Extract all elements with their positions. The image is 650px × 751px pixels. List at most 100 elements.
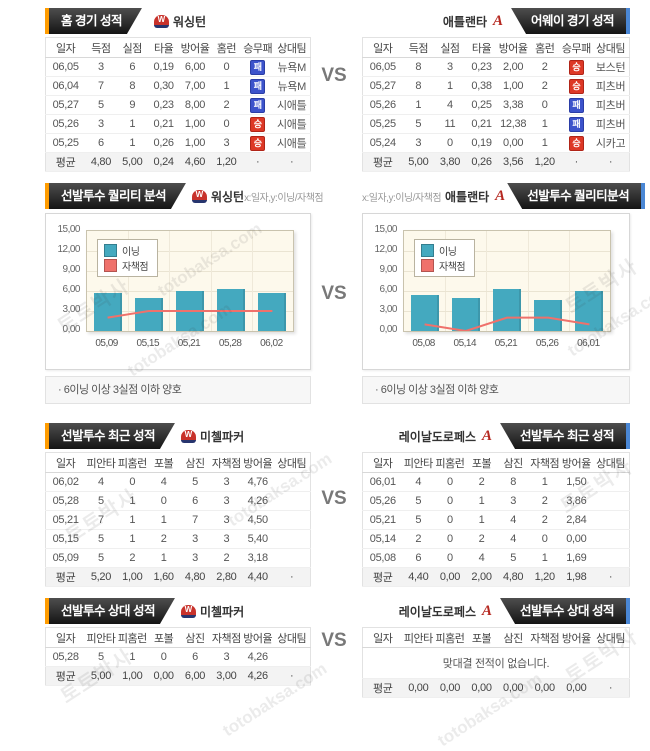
table-cell: 5,40	[242, 529, 274, 549]
table-cell: 8	[116, 76, 148, 96]
table-cell: 2,80	[210, 567, 243, 587]
table-header-cell: 승무패	[242, 37, 274, 58]
vs-label: VS	[321, 283, 347, 304]
vs-label: VS	[321, 488, 347, 509]
table-header-cell: 득점	[402, 37, 435, 58]
table-cell: 0,19	[147, 57, 180, 77]
table-cell: 1,50	[560, 472, 593, 492]
legend-item: 이닝	[421, 243, 465, 258]
away-record-panel: 애틀랜타 A 어웨이 경기 성적 일자 득점 실점 타율 방어율 홈런 승무패 상대팀 06,0…	[362, 8, 630, 172]
table-header-cell: 피안타	[402, 627, 435, 648]
table-header-cell: 일자	[362, 37, 403, 58]
table-cell: 1,98	[560, 567, 593, 587]
table-cell: 패	[242, 57, 274, 77]
table-cell: 4,40	[402, 567, 435, 587]
innings-bar	[93, 293, 122, 331]
table-cell: 0	[116, 472, 148, 492]
table-cell: 3	[210, 491, 243, 511]
y-axis-label: 3,00	[379, 304, 398, 315]
table-cell: 05,21	[45, 510, 86, 530]
table-header-cell: 피홈런	[434, 627, 466, 648]
table-cell: 시애틀	[273, 95, 311, 115]
table-cell: 2	[528, 57, 561, 77]
earned-runs-line	[424, 316, 590, 331]
table-cell	[592, 472, 630, 492]
table-cell: 4,60	[179, 152, 211, 172]
table-header-cell: 피안타	[402, 452, 435, 473]
table-cell: 3	[210, 510, 243, 530]
table-cell: 1	[402, 95, 435, 115]
table-cell: 0	[528, 529, 561, 549]
lose-badge: 패	[568, 97, 584, 113]
stats-table: 일자 피안타 피홈런 포볼 삼진 자책점 방어율 상대팀 06,01 4 0 2 8 1 1,50 05,26…	[362, 452, 630, 587]
table-cell: 05,08	[362, 548, 403, 568]
recent-right-table: 일자 피안타 피홈런 포볼 삼진 자책점 방어율 상대팀 06,01 4 0 2 8 1 1,50 05,26…	[362, 452, 630, 587]
gridline	[169, 231, 171, 331]
table-cell: 0,26	[465, 152, 498, 172]
table-header-cell: 일자	[45, 37, 86, 58]
table-cell: 3,80	[434, 152, 466, 172]
table-cell: 피츠버	[592, 95, 630, 115]
table-header-cell: 피홈런	[116, 627, 148, 648]
table-cell: 1,00	[116, 567, 148, 587]
table-cell: ·	[592, 152, 630, 172]
table-cell: 7	[179, 510, 211, 530]
gridline	[251, 231, 253, 331]
average-row: 평균 4,40 0,00 2,00 4,80 1,20 1,98 ·	[362, 567, 630, 587]
section-title: 선발투수 상대 성적	[500, 598, 630, 624]
table-header-cell: 득점	[85, 37, 117, 58]
table-cell: 1	[528, 548, 561, 568]
table-cell: 승	[242, 114, 274, 134]
table-cell: 3,56	[497, 152, 529, 172]
table-cell: 0,30	[147, 76, 180, 96]
table-cell: 1,20	[528, 152, 561, 172]
player-name: 레이날도로페스	[398, 429, 477, 444]
team-name: 워싱턴	[172, 14, 207, 29]
table-cell: 3	[85, 114, 117, 134]
table-cell: 7,00	[179, 76, 211, 96]
table-cell: 1,69	[560, 548, 593, 568]
player-name: 레이날도로페스	[398, 604, 477, 619]
table-cell: 0,00	[147, 666, 180, 686]
table-cell: 1	[116, 133, 148, 153]
table-cell: 05,26	[362, 491, 403, 511]
table-cell: 3	[210, 647, 243, 667]
table-cell: 3	[179, 529, 211, 549]
washington-logo-icon: W	[153, 14, 169, 28]
x-axis-label: 05,28	[218, 338, 242, 349]
washington-logo-icon: W	[180, 429, 196, 443]
table-cell: 5	[85, 529, 117, 549]
gridline	[445, 231, 447, 331]
innings-bar	[134, 297, 163, 331]
table-cell: 1,00	[179, 133, 211, 153]
table-cell: 1	[116, 529, 148, 549]
table-cell: 1,00	[497, 76, 529, 96]
table-cell: 6	[116, 57, 148, 77]
table-header-cell: 상대팀	[273, 627, 311, 648]
table-cell	[592, 529, 630, 549]
table-cell: 8	[402, 57, 435, 77]
table-cell: 뉴욕M	[273, 76, 311, 96]
table-cell: 0,00	[560, 529, 593, 549]
table-cell: 시애틀	[273, 133, 311, 153]
table-cell: 06,02	[45, 472, 86, 492]
panel-header: 선발투수 상대 성적 W 미첼파커	[45, 598, 311, 624]
gridline	[87, 251, 293, 252]
earned-runs-line	[107, 310, 273, 319]
quality-right-panel: x:일자,y:이닝/자책점 애틀랜타 A 선발투수 퀄리티분석 15,00 12,…	[362, 183, 646, 404]
table-row: 06,02 4 0 4 5 3 4,76	[45, 472, 311, 492]
lose-badge: 패	[568, 116, 584, 132]
table-header-cell: 방어율	[497, 37, 529, 58]
table-header-cell: 방어율	[242, 627, 274, 648]
table-cell: 0	[210, 114, 243, 134]
table-header-cell: 자책점	[210, 627, 243, 648]
table-cell: 5	[402, 491, 435, 511]
table-cell: 1	[465, 510, 498, 530]
table-cell: 06,05	[45, 57, 86, 77]
quality-left-panel: 선발투수 퀄리티 분석 W 워싱턴 x:일자,y:이닝/자책점 15,00 12,…	[45, 183, 324, 404]
table-cell: 05,21	[362, 510, 403, 530]
table-cell: 5	[85, 95, 117, 115]
table-header-cell: 자책점	[528, 452, 561, 473]
table-cell: 0	[147, 647, 180, 667]
table-header-cell: 실점	[116, 37, 148, 58]
